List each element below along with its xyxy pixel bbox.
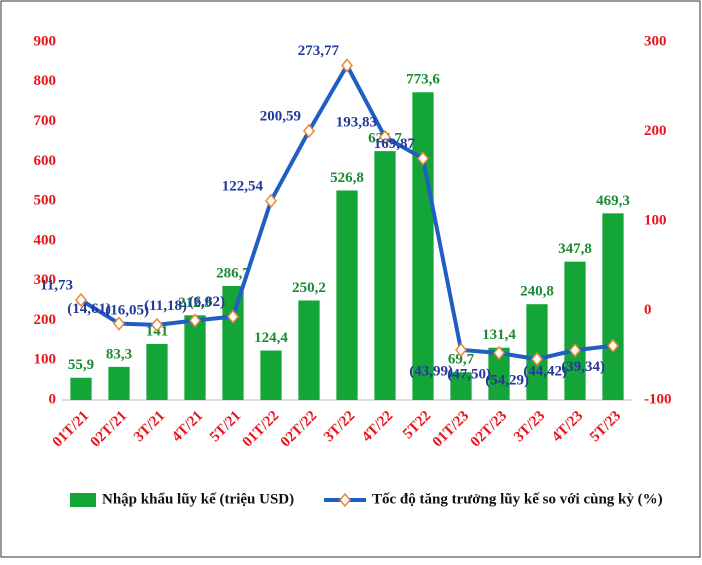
line-value-label: (47,50) bbox=[447, 366, 491, 382]
bar bbox=[564, 261, 586, 400]
line-marker bbox=[493, 345, 505, 361]
line-marker bbox=[607, 338, 619, 353]
legend-swatch bbox=[70, 493, 96, 507]
y-tick-label: 300 bbox=[34, 272, 57, 288]
bar-value-label: 55,9 bbox=[68, 357, 94, 373]
line-value-label: (43,99) bbox=[409, 363, 453, 379]
line-marker bbox=[151, 317, 163, 333]
y2-tick-label: -100 bbox=[644, 391, 672, 407]
bar-value-label: 131,4 bbox=[482, 327, 516, 343]
bar-value-label: 124,4 bbox=[254, 330, 288, 346]
bar-value-label: 286,7 bbox=[216, 265, 250, 281]
line-value-label: 122,54 bbox=[222, 178, 264, 194]
bar-value-label: 773,6 bbox=[406, 72, 440, 88]
bar bbox=[222, 285, 244, 400]
line-marker bbox=[455, 342, 467, 358]
y-tick-label: 900 bbox=[34, 33, 57, 49]
y-tick-label: 700 bbox=[34, 113, 57, 129]
legend-label: Nhập khẩu lũy kế (triệu USD) bbox=[102, 491, 294, 507]
y-tick-label: 400 bbox=[34, 232, 57, 248]
bar bbox=[602, 213, 624, 400]
bar bbox=[450, 372, 472, 400]
line-marker bbox=[227, 309, 239, 324]
y2-tick-label: 300 bbox=[644, 33, 667, 49]
line-value-label: (14,61) bbox=[67, 301, 111, 317]
y-tick-label: 200 bbox=[34, 312, 57, 328]
line-value-label: 200,59 bbox=[260, 108, 301, 124]
line-value-label: (16,05) bbox=[105, 302, 149, 318]
line-marker bbox=[265, 193, 277, 208]
bar bbox=[298, 300, 320, 400]
legend-label: Tốc độ tăng trưởng lũy kế so với cùng kỳ… bbox=[372, 491, 663, 507]
line-value-label: (39,34) bbox=[561, 359, 605, 375]
line-marker bbox=[75, 292, 87, 308]
line-marker bbox=[379, 129, 391, 145]
line-value-label: 169,87 bbox=[374, 136, 416, 152]
line-marker bbox=[569, 343, 581, 358]
bar bbox=[412, 92, 434, 400]
bar-value-label: 240,8 bbox=[520, 284, 554, 300]
bar bbox=[260, 350, 282, 400]
bar bbox=[146, 343, 168, 400]
line-marker bbox=[189, 313, 201, 328]
bar-value-label: 69,7 bbox=[448, 352, 475, 368]
bar-value-label: 83,3 bbox=[106, 346, 132, 362]
y2-tick-label: 100 bbox=[644, 212, 667, 228]
line-marker bbox=[341, 58, 353, 73]
bar bbox=[108, 366, 130, 400]
y2-tick-label: 0 bbox=[644, 302, 652, 318]
bar bbox=[336, 190, 358, 400]
y2-tick-label: 200 bbox=[644, 123, 667, 139]
y-tick-label: 500 bbox=[34, 193, 57, 209]
y-tick-label: 800 bbox=[34, 73, 57, 89]
line-marker bbox=[113, 316, 125, 331]
bar-value-label: 469,3 bbox=[596, 193, 630, 209]
bar-value-label: 250,2 bbox=[292, 280, 326, 296]
bar bbox=[488, 347, 510, 400]
line-value-label: 193,83 bbox=[336, 114, 377, 130]
y-tick-label: 100 bbox=[34, 352, 57, 368]
line-value-label: (11,18) bbox=[144, 298, 187, 314]
bar-value-label: 347,8 bbox=[558, 241, 592, 257]
bar bbox=[70, 377, 92, 400]
bar-value-label: 526,8 bbox=[330, 170, 364, 186]
bar bbox=[184, 315, 206, 400]
line-marker bbox=[531, 351, 543, 367]
line-value-label: (44,42) bbox=[523, 364, 567, 380]
y-tick-label: 0 bbox=[49, 391, 57, 407]
line-marker bbox=[303, 123, 315, 139]
line-value-label: (54,29) bbox=[485, 373, 529, 389]
line-value-label: (6,82) bbox=[189, 294, 225, 310]
line-marker bbox=[417, 151, 429, 166]
bar bbox=[374, 151, 396, 400]
bar-value-label: 212,9 bbox=[178, 295, 212, 311]
legend-swatch bbox=[339, 492, 351, 508]
line-value-label: 11,73 bbox=[40, 277, 73, 293]
y-tick-label: 600 bbox=[34, 153, 57, 169]
line-value-label: 273,77 bbox=[298, 43, 340, 59]
